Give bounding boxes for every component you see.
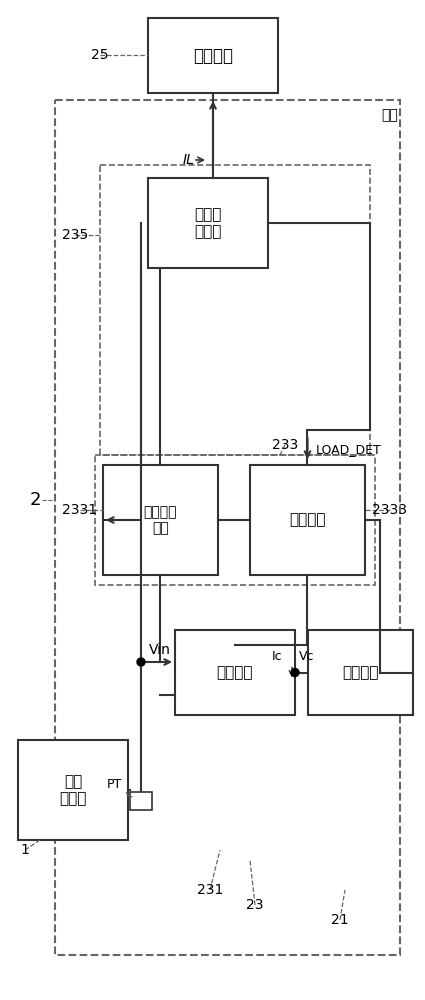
Text: 电池单元: 电池单元 [342, 665, 379, 680]
Bar [103, 465, 218, 575]
Text: 电源切换
电路: 电源切换 电路 [144, 505, 177, 535]
Text: PT: PT [107, 778, 122, 790]
Bar [175, 630, 295, 715]
Text: 233: 233 [272, 438, 298, 452]
Text: 1: 1 [20, 843, 29, 857]
Circle shape [291, 668, 299, 676]
Bar [308, 630, 413, 715]
Text: 充电单元: 充电单元 [217, 665, 253, 680]
Text: 控制单元: 控制单元 [289, 512, 326, 528]
Bar [55, 100, 400, 955]
Text: Vc: Vc [299, 650, 315, 662]
Text: 2331: 2331 [62, 503, 98, 517]
Text: Vin: Vin [149, 643, 171, 657]
Text: LOAD_DET: LOAD_DET [315, 444, 381, 456]
Text: Ic: Ic [272, 650, 282, 662]
Text: 235: 235 [62, 228, 88, 242]
Text: 25: 25 [91, 48, 109, 62]
Bar [250, 465, 365, 575]
Text: 主板: 主板 [382, 108, 398, 122]
Bar [18, 740, 128, 840]
Circle shape [137, 658, 145, 666]
Text: 电源
适配器: 电源 适配器 [60, 774, 87, 806]
Text: 23: 23 [246, 898, 264, 912]
Text: 21: 21 [331, 913, 349, 927]
Text: 2333: 2333 [372, 503, 408, 517]
Text: 231: 231 [197, 883, 223, 897]
Text: IL: IL [183, 153, 195, 167]
Text: 系统负载: 系统负载 [193, 46, 233, 64]
Bar [100, 165, 370, 455]
Bar [148, 18, 278, 93]
Text: 2: 2 [29, 491, 41, 509]
Bar [95, 455, 375, 585]
Text: 电压稳
压单元: 电压稳 压单元 [194, 207, 222, 239]
Bar [148, 178, 268, 268]
Bar [130, 792, 152, 810]
